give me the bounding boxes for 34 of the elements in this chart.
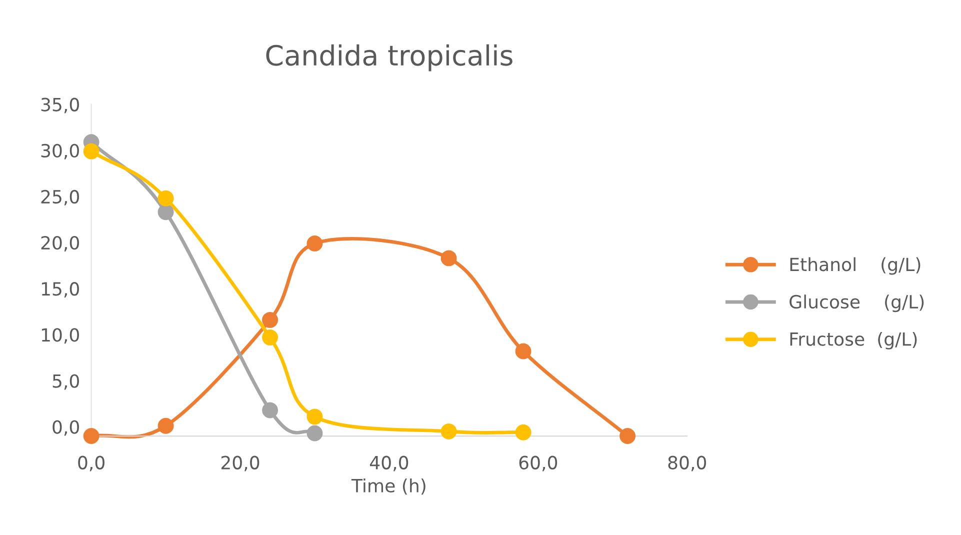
y-tick-label: 30,0 <box>41 144 79 160</box>
chart-title: Candida tropicalis <box>266 44 512 72</box>
point <box>83 143 100 160</box>
x-tick-label: 80,0 <box>668 456 706 472</box>
point <box>620 428 636 444</box>
x-axis-title: Time (h) <box>351 478 426 495</box>
y-tick-label: 35,0 <box>41 98 79 114</box>
x-tick-label: 20,0 <box>221 456 260 472</box>
x-tick-label: 0,0 <box>78 456 104 472</box>
point <box>158 418 174 434</box>
legend-label: Fructose (g/L) <box>790 332 917 350</box>
point <box>440 250 457 266</box>
y-tick-label: 15,0 <box>42 282 79 298</box>
point <box>83 428 100 444</box>
y-tick-label: 5,0 <box>52 374 79 390</box>
y-tick-label: 20,0 <box>41 236 79 252</box>
x-tick-label: 60,0 <box>519 456 558 472</box>
y-tick-label: 25,0 <box>41 190 79 206</box>
point <box>306 408 323 425</box>
y-tick-label: 10,0 <box>42 328 79 344</box>
point <box>262 329 278 346</box>
point <box>262 312 278 328</box>
x-tick-label: 40,0 <box>370 456 408 472</box>
legend-label: Ethanol (g/L) <box>790 257 920 275</box>
point <box>440 423 457 440</box>
point <box>306 235 323 252</box>
point <box>262 402 278 418</box>
point <box>306 425 323 442</box>
legend-label: Glucose (g/L) <box>790 294 924 312</box>
point <box>515 343 532 360</box>
point <box>158 204 174 220</box>
y-tick-label: 0,0 <box>52 420 79 436</box>
point <box>158 190 174 206</box>
point <box>515 424 532 440</box>
